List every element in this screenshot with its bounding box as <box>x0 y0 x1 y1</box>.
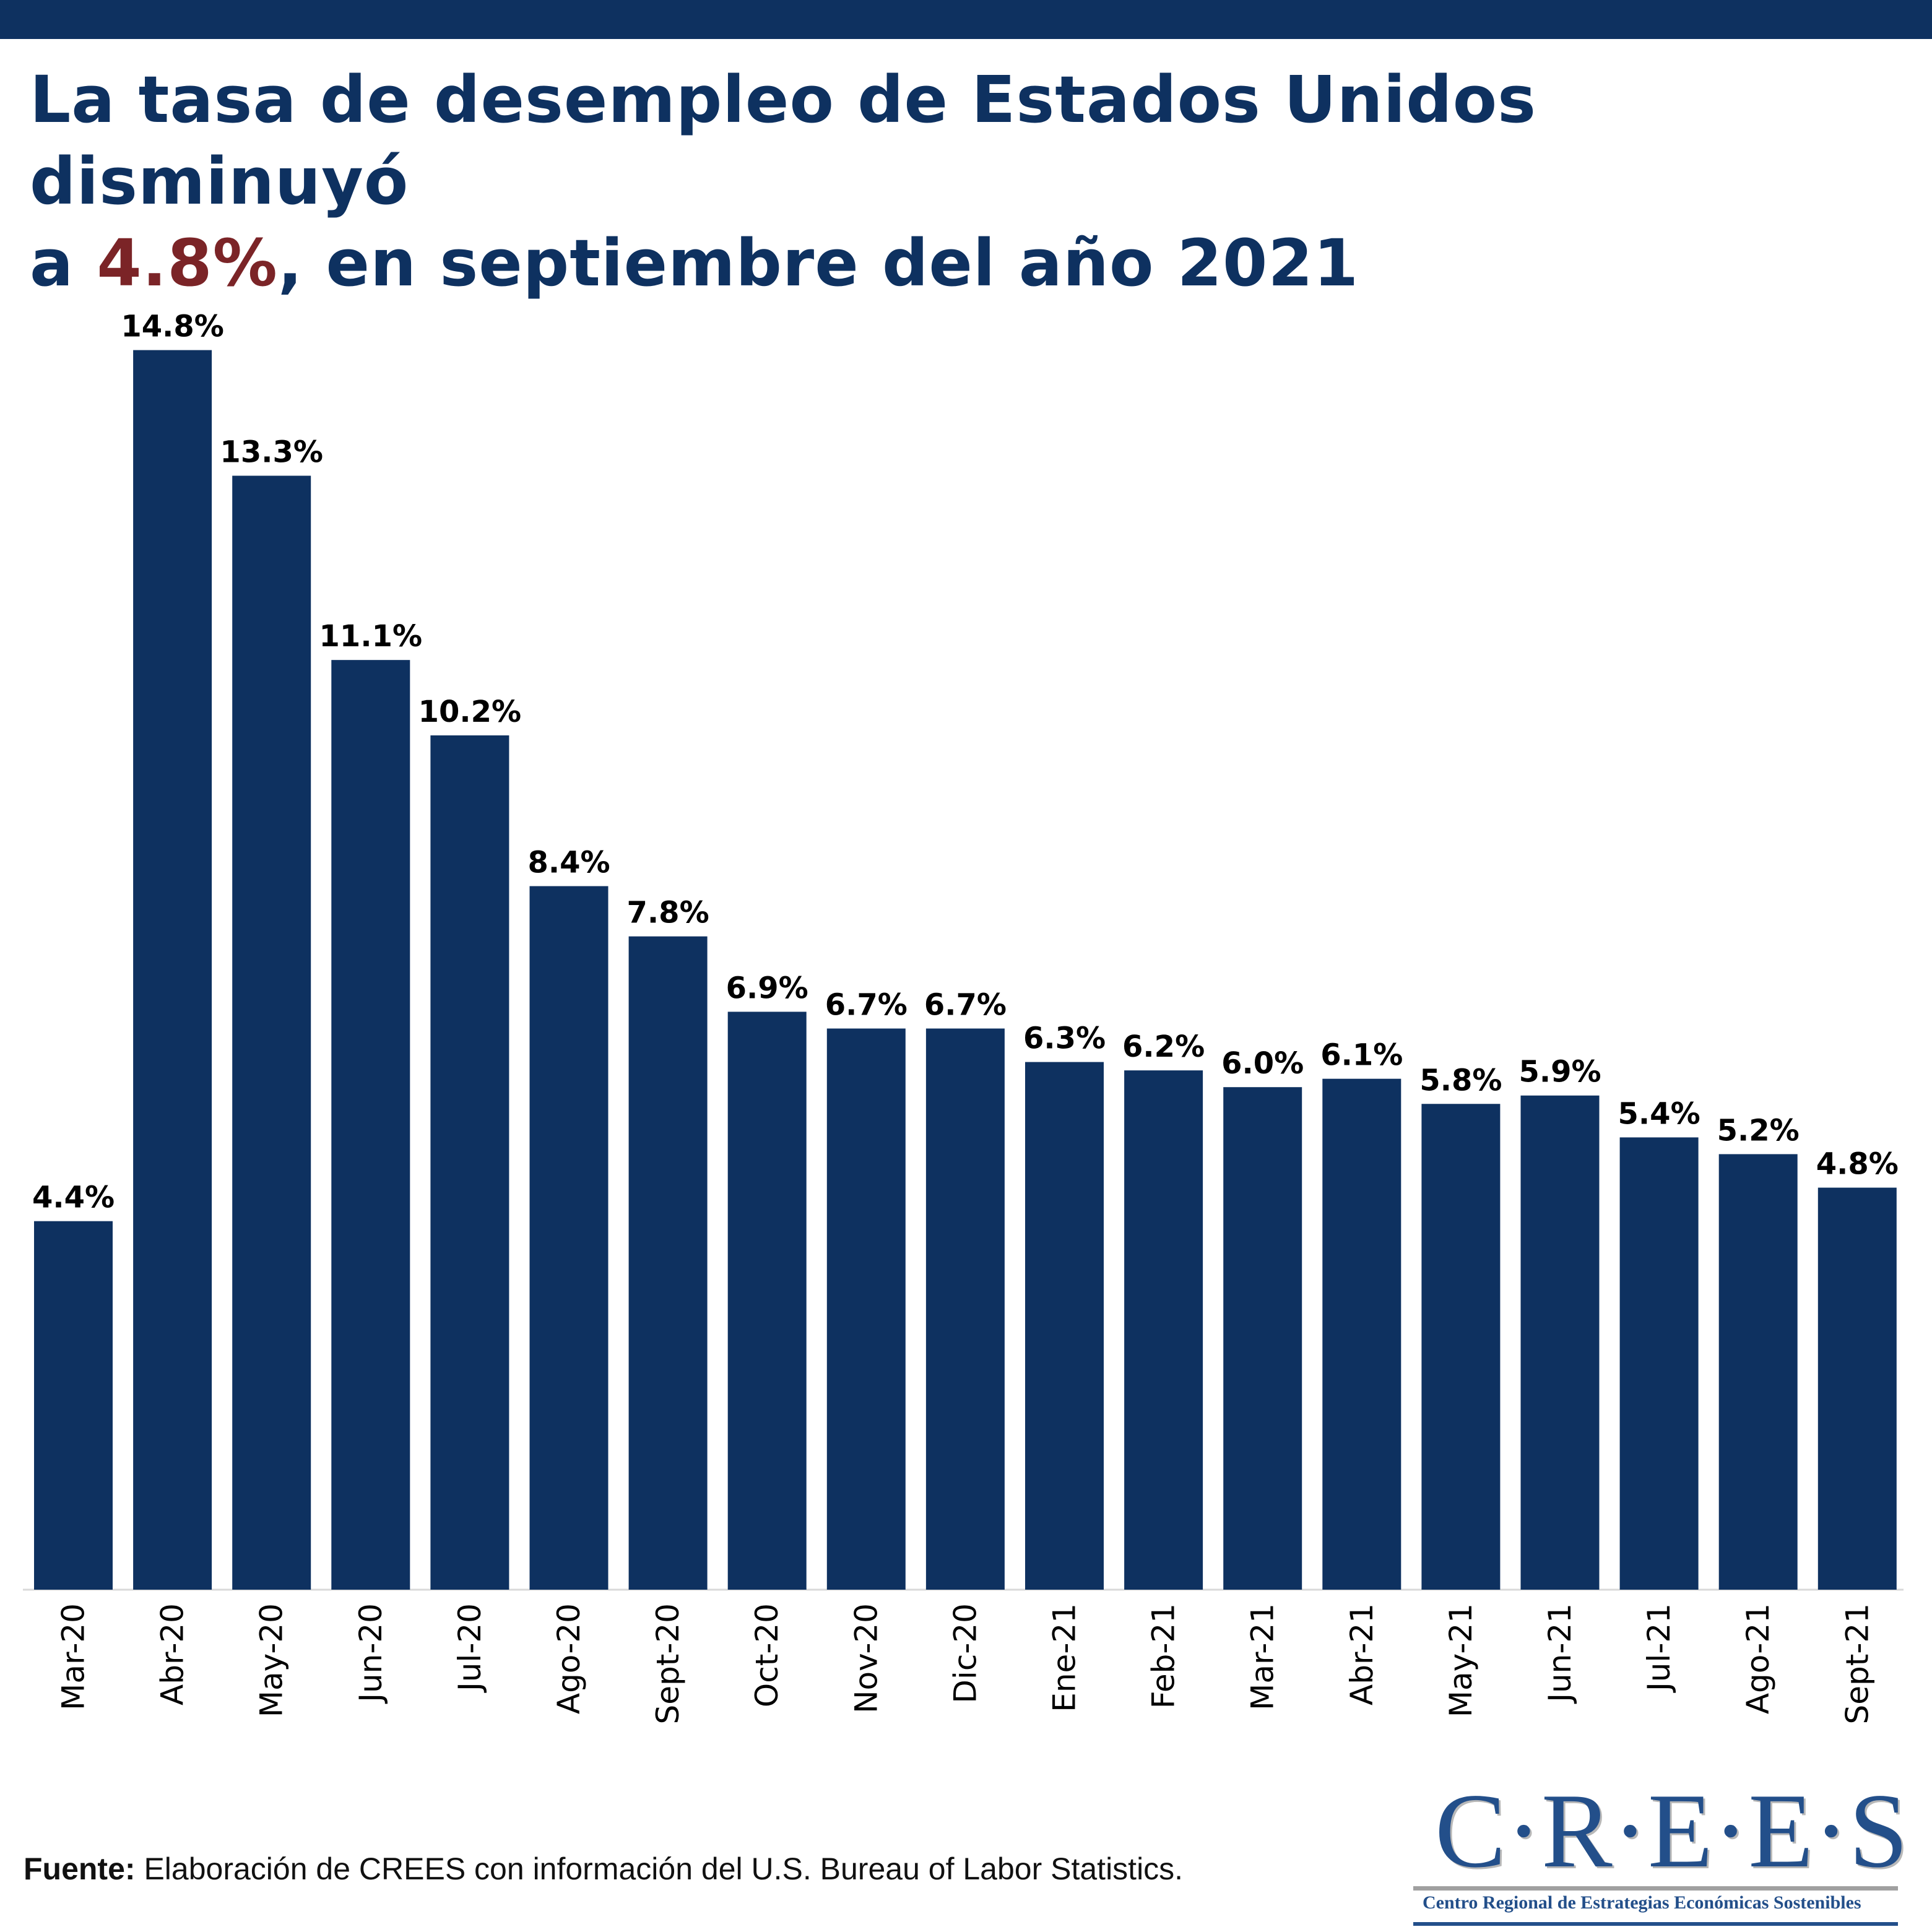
title-line-2: a 4.8%, en septiembre del año 2021 <box>30 222 1924 304</box>
x-tick-label: Sept-21 <box>1839 1603 1875 1725</box>
source-label: Fuente: <box>24 1852 136 1886</box>
bar-jun-21 <box>1520 1095 1600 1590</box>
bars-group <box>34 350 1897 1590</box>
bar-oct-20 <box>727 1011 807 1590</box>
title-line-1: La tasa de desempleo de Estados Unidos d… <box>30 62 1537 219</box>
bar-value-label: 6.7% <box>825 987 908 1022</box>
title-suffix: , en septiembre del año 2021 <box>277 225 1359 301</box>
bar-jul-21 <box>1619 1137 1699 1590</box>
bar-value-label: 8.4% <box>527 845 610 880</box>
bar-value-label: 6.1% <box>1320 1038 1403 1073</box>
logo-subtitle: Centro Regional de Estrategias Económica… <box>1423 1892 1861 1913</box>
x-tick-label: Jun-20 <box>353 1603 389 1704</box>
bar-value-label: 6.7% <box>924 987 1007 1022</box>
title-prefix: a <box>30 225 97 301</box>
x-tick-labels-group: Mar-20 Abr-20 May-20 Jun-20 Jul-20 Ago-20 Sept… <box>56 1603 1876 1725</box>
bar-ene-21 <box>1025 1062 1104 1590</box>
x-tick-label: Jul-21 <box>1641 1603 1677 1693</box>
bar-jun-20 <box>331 660 410 1590</box>
bar-value-label: 11.1% <box>319 619 423 654</box>
bar-nov-20 <box>826 1028 906 1590</box>
bar-value-label: 4.4% <box>32 1180 115 1215</box>
bar-jul-20 <box>430 735 509 1590</box>
bar-labels-group: 4.4% 14.8% 13.3% 11.1% 10.2% 8.4% 7.8% 6.9% 6.7%… <box>32 310 1899 1215</box>
top-banner <box>0 0 1932 39</box>
bar-value-label: 5.2% <box>1717 1113 1800 1148</box>
bar-value-label: 5.9% <box>1518 1055 1601 1089</box>
logo-wordmark: C·R·E·E·S <box>1435 1772 1908 1890</box>
bar-value-label: 5.8% <box>1419 1063 1502 1098</box>
bar-value-label: 13.3% <box>220 435 323 470</box>
x-tick-label: Jul-20 <box>452 1603 488 1693</box>
x-tick-label: Jun-21 <box>1542 1603 1578 1704</box>
x-tick-label: Oct-20 <box>749 1603 785 1707</box>
bar-mar-20 <box>34 1221 113 1590</box>
bar-mar-21 <box>1223 1087 1302 1590</box>
bar-value-label: 7.8% <box>627 896 709 930</box>
bar-value-label: 6.9% <box>726 971 808 1005</box>
bar-value-label: 6.3% <box>1023 1021 1106 1056</box>
x-tick-label: Mar-21 <box>1245 1603 1281 1710</box>
bar-dic-20 <box>925 1028 1005 1590</box>
bar-value-label: 10.2% <box>418 695 522 729</box>
bar-sept-20 <box>628 936 708 1590</box>
x-tick-label: May-20 <box>254 1603 290 1717</box>
x-tick-label: Nov-20 <box>848 1603 884 1713</box>
x-tick-label: Mar-20 <box>56 1603 92 1710</box>
bar-ago-20 <box>529 886 609 1590</box>
bar-feb-21 <box>1124 1070 1203 1590</box>
bar-value-label: 6.0% <box>1221 1046 1304 1081</box>
bar-abr-21 <box>1322 1078 1401 1590</box>
bar-value-label: 5.4% <box>1618 1096 1700 1131</box>
x-tick-label: Feb-21 <box>1146 1603 1182 1709</box>
x-tick-label: Abr-21 <box>1344 1603 1380 1705</box>
source-text: Elaboración de CREES con información del… <box>135 1852 1184 1886</box>
bar-may-20 <box>232 475 311 1590</box>
logo-divider-gray <box>1413 1886 1898 1891</box>
x-tick-label: Abr-20 <box>155 1603 191 1705</box>
title-highlight-value: 4.8% <box>97 225 278 301</box>
bar-value-label: 4.8% <box>1816 1147 1899 1182</box>
x-tick-label: May-21 <box>1443 1603 1479 1717</box>
source-note: Fuente: Elaboración de CREES con informa… <box>24 1851 1183 1887</box>
bar-ago-21 <box>1718 1154 1798 1590</box>
bar-value-label: 6.2% <box>1122 1029 1205 1064</box>
page-title: La tasa de desempleo de Estados Unidos d… <box>30 59 1924 304</box>
crees-logo: C·R·E·E·S Centro Regional de Estrategias… <box>1405 1772 1908 1926</box>
logo-divider-blue <box>1413 1922 1898 1926</box>
bar-value-label: 14.8% <box>121 310 224 344</box>
x-tick-label: Dic-20 <box>947 1603 983 1704</box>
x-tick-label: Sept-20 <box>650 1603 686 1725</box>
bar-chart: 4.4% 14.8% 13.3% 11.1% 10.2% 8.4% 7.8% 6.9% 6.7%… <box>23 310 1904 1725</box>
bar-may-21 <box>1421 1104 1501 1590</box>
x-tick-label: Ago-21 <box>1740 1603 1776 1714</box>
x-tick-label: Ago-20 <box>551 1603 587 1714</box>
bar-abr-20 <box>133 350 212 1590</box>
bar-sept-21 <box>1817 1187 1897 1590</box>
x-tick-label: Ene-21 <box>1047 1603 1083 1712</box>
